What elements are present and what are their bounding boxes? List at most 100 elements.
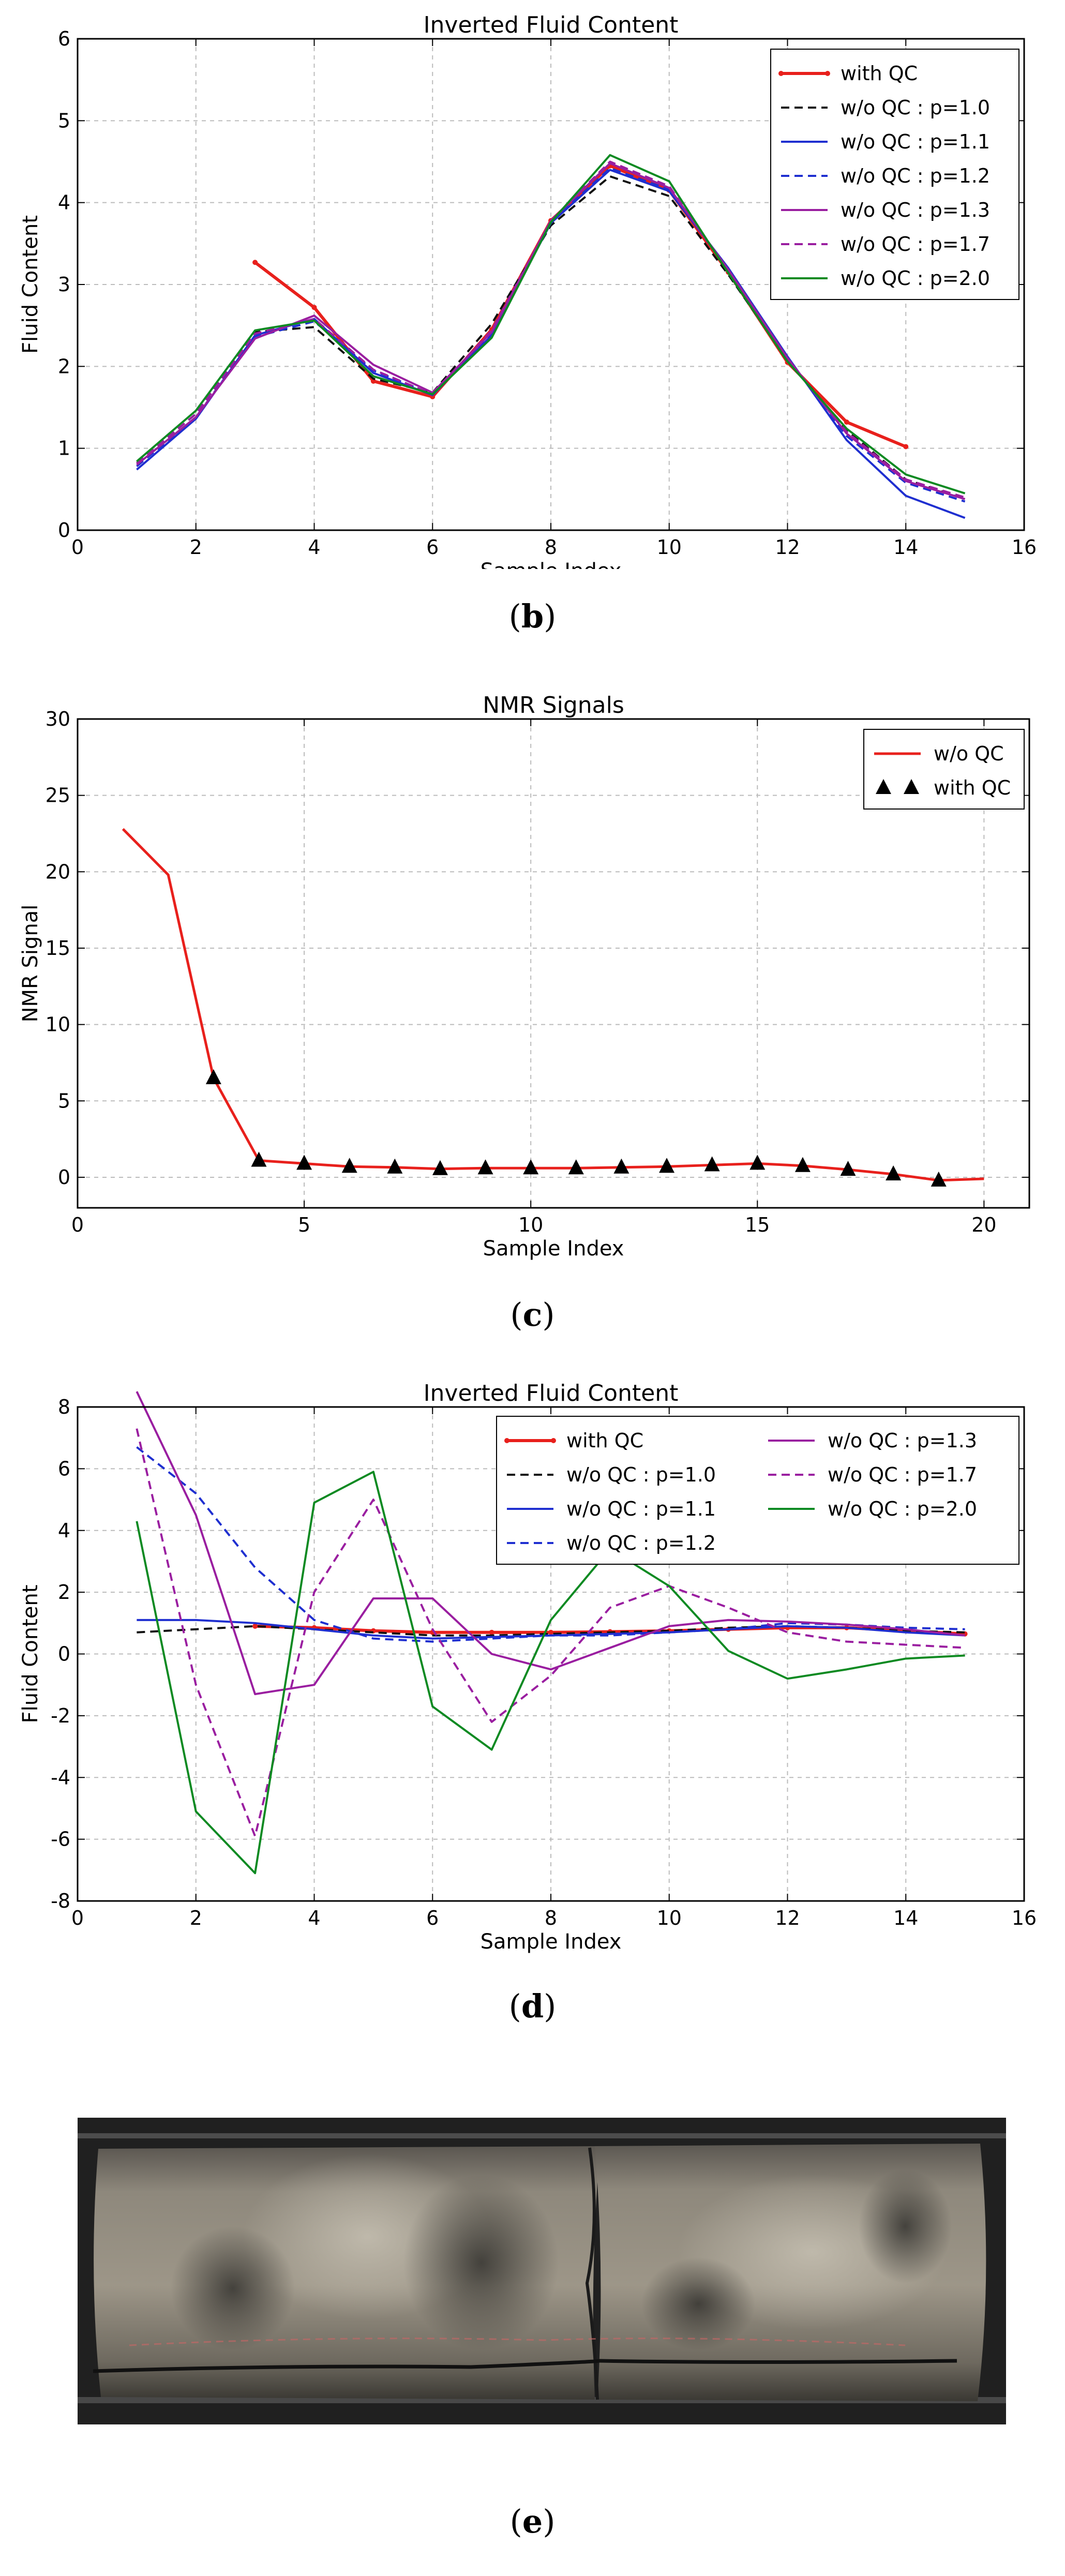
series-w-o-qc-p-1-7-line	[136, 160, 966, 499]
data-point-triangle	[704, 1156, 720, 1172]
data-point-dot	[548, 1629, 553, 1635]
x-tick-label: 12	[775, 536, 800, 559]
legend-item-w-o-qc-p-1-3-label: w/o QC : p=1.3	[828, 1429, 977, 1452]
series-w-o-qc-p-1-3-line	[136, 1391, 965, 1696]
x-tick-label: 10	[657, 536, 682, 559]
y-tick-label: 6	[58, 27, 70, 50]
series-w-o-qc-line	[122, 828, 984, 1182]
x-tick-label: 8	[545, 536, 557, 559]
y-tick-label: 0	[58, 1166, 70, 1189]
legend-box	[496, 1416, 1019, 1565]
legend-item-with-qc-dot	[778, 71, 784, 76]
y-tick-label: 5	[58, 1089, 70, 1112]
legend-item-w-o-qc-p-1-3-label: w/o QC : p=1.3	[841, 199, 990, 221]
data-point-dot	[489, 1629, 494, 1635]
x-tick-label: 0	[71, 1907, 84, 1929]
legend-item-w-o-qc-p-1-0-label: w/o QC : p=1.0	[841, 96, 990, 119]
x-tick-label: 2	[190, 1907, 202, 1929]
legend-item-w-o-qc-p-1-1-label: w/o QC : p=1.1	[566, 1497, 716, 1520]
legend-item-with-qc-label: with QC	[934, 776, 1011, 799]
data-point-triangle	[886, 1165, 902, 1181]
legend-item-w-o-qc-p-1-2-label: w/o QC : p=1.2	[841, 164, 990, 187]
panel-label-e: (e)	[509, 2503, 556, 2540]
data-point-triangle	[432, 1160, 448, 1175]
legend-item-w-o-qc-p-2-0-label: w/o QC : p=2.0	[841, 267, 990, 290]
data-point-triangle	[613, 1158, 629, 1174]
core-sample-photo	[78, 2118, 1006, 2424]
chart-inverted-fluid-content-d: 0 2 4 6 8 10 12 14 16 -8 -6 -4 -2 0 2 4 6 8 Inverted Fluid…	[19, 1380, 1037, 1954]
y-tick-label: 20	[46, 860, 70, 883]
data-point-triangle	[523, 1159, 539, 1175]
y-tick-label: 10	[46, 1013, 70, 1036]
data-point-triangle	[749, 1155, 766, 1170]
x-axis-label: Sample Index	[481, 559, 622, 569]
legend-item-with-qc-label: with QC	[566, 1429, 643, 1452]
x-axis-label: Sample Index	[483, 1237, 624, 1261]
data-point-triangle	[341, 1158, 357, 1173]
y-tick-label: 5	[58, 109, 70, 132]
panel-label-d: (d)	[508, 1987, 557, 2025]
data-point-triangle	[387, 1158, 403, 1174]
chart-title: NMR Signals	[483, 692, 624, 718]
legend-box	[770, 49, 1019, 300]
y-axis-label: Fluid Content	[19, 1585, 42, 1724]
y-tick-label: 6	[58, 1457, 70, 1480]
chart-nmr-signals-c: 0 5 10 15 20 0 5 10 15 20 25 30 NMR Signals Sample In…	[19, 692, 1030, 1261]
y-tick-label: 8	[58, 1396, 70, 1418]
data-point-dot	[252, 1623, 258, 1629]
data-point-triangle	[205, 1069, 221, 1084]
data-point-triangle	[251, 1151, 267, 1167]
x-axis-label: Sample Index	[481, 1930, 622, 1954]
legend-item-w-o-qc-p-1-2-label: w/o QC : p=1.2	[566, 1532, 716, 1554]
y-tick-label: -2	[51, 1704, 70, 1727]
y-axis-label: Fluid Content	[19, 215, 42, 354]
x-tick-label: 20	[971, 1214, 996, 1236]
y-tick-label: -4	[51, 1766, 70, 1789]
x-tick-label: 6	[426, 536, 439, 559]
x-tick-label: 8	[545, 1907, 557, 1929]
x-tick-label: 10	[518, 1214, 543, 1236]
legend-item-with-qc-dot	[504, 1438, 509, 1443]
data-point-dot	[311, 305, 317, 310]
y-axis-label: NMR Signal	[19, 905, 42, 1023]
series-w-o-qc-p-2-0-line	[136, 154, 966, 495]
y-tick-label: 3	[58, 273, 70, 296]
x-tick-label: 10	[657, 1907, 682, 1929]
x-tick-label: 0	[71, 1214, 84, 1236]
data-point-triangle	[794, 1157, 811, 1172]
y-tick-label: 25	[46, 784, 70, 807]
legend-item-w-o-qc-label: w/o QC	[934, 742, 1004, 765]
x-tick-label: 16	[1012, 1907, 1037, 1929]
data-point-dot	[903, 444, 909, 450]
x-tick-label: 0	[71, 536, 84, 559]
chart-title: Inverted Fluid Content	[424, 12, 679, 38]
legend-item-w-o-qc-p-2-0-label: w/o QC : p=2.0	[828, 1497, 977, 1520]
legend-item-with-qc-marker	[904, 779, 919, 794]
panel-label-b: (b)	[508, 597, 557, 635]
legend-item-w-o-qc-p-1-7-label: w/o QC : p=1.7	[841, 233, 990, 256]
x-tick-label: 16	[1012, 536, 1037, 559]
y-tick-label: -6	[51, 1828, 70, 1851]
legend-box	[863, 729, 1025, 810]
legend-item-w-o-qc-p-1-0-label: w/o QC : p=1.0	[566, 1463, 716, 1486]
legend-item-with-qc-dot	[825, 71, 830, 76]
data-point-triangle	[296, 1155, 312, 1170]
data-point-triangle	[659, 1158, 675, 1173]
y-tick-label: 0	[58, 519, 70, 542]
x-tick-label: 2	[190, 536, 202, 559]
x-tick-label: 14	[893, 1907, 918, 1929]
x-tick-label: 12	[775, 1907, 800, 1929]
y-tick-label: 1	[58, 437, 70, 460]
x-tick-label: 6	[426, 1907, 439, 1929]
x-tick-label: 5	[298, 1214, 310, 1236]
data-point-triangle	[840, 1161, 856, 1176]
y-tick-label: 0	[58, 1643, 70, 1666]
x-tick-label: 4	[308, 536, 320, 559]
data-point-triangle	[568, 1159, 584, 1175]
data-point-dot	[252, 260, 258, 265]
series-w-o-qc-p-2-0-line	[136, 1471, 965, 1875]
y-tick-label: 30	[46, 708, 70, 730]
x-tick-label: 4	[308, 1907, 320, 1929]
data-point-triangle	[931, 1171, 947, 1187]
